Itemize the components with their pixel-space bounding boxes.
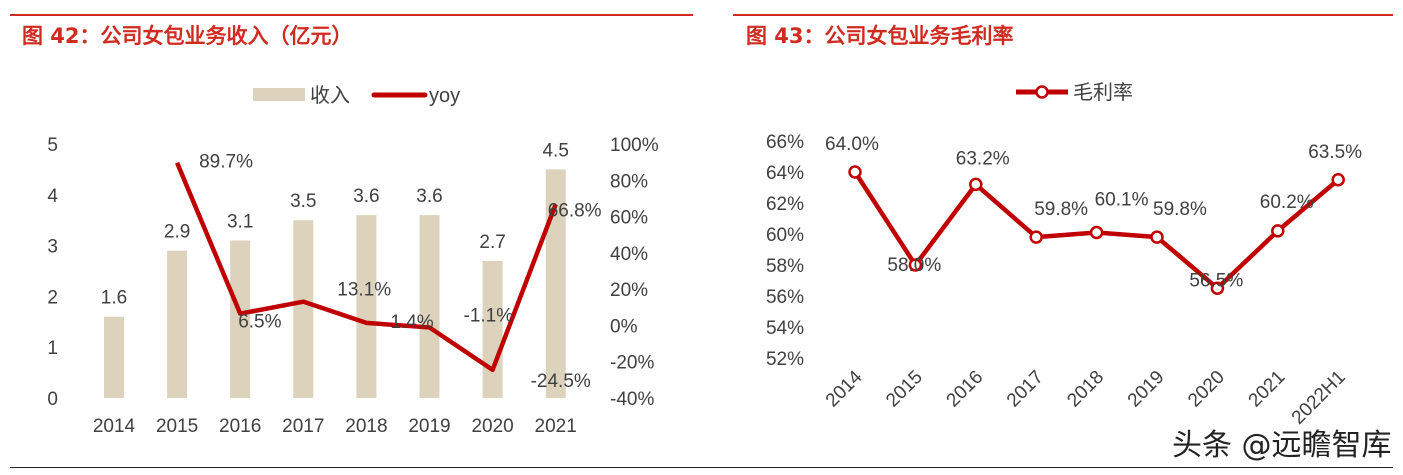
- bar-label: 3.6: [353, 186, 379, 207]
- right-y-tick: 100%: [610, 135, 659, 156]
- legend-bar-swatch: [253, 88, 305, 101]
- bar-label: 3.1: [227, 212, 253, 233]
- data-point: [1089, 225, 1104, 240]
- bar: [482, 260, 503, 398]
- data-label: 64.0%: [825, 134, 879, 155]
- bar-label: 1.6: [101, 288, 127, 309]
- bar: [167, 250, 188, 398]
- watermark: 头条 @远瞻智库: [1172, 428, 1392, 463]
- legend-bar-label: 收入: [310, 84, 350, 107]
- left-y-tick: 1: [47, 338, 58, 359]
- legend-marker: [1035, 85, 1049, 99]
- left-y-tick: 2: [47, 287, 58, 308]
- right-y-tick: -40%: [610, 389, 654, 410]
- data-point: [908, 258, 923, 272]
- left-y-tick: 0: [47, 389, 58, 410]
- x-tick: 2020: [471, 416, 513, 437]
- x-tick: 2021: [535, 416, 577, 437]
- right-y-tick: 20%: [610, 280, 648, 301]
- y-tick: 58%: [766, 256, 804, 277]
- left-chart-title: 图 42：公司女包业务收入（亿元）: [22, 24, 353, 48]
- left-y-tick: 3: [47, 237, 58, 258]
- bar: [545, 169, 566, 398]
- data-label: 60.2%: [1260, 192, 1314, 213]
- data-point: [969, 177, 983, 192]
- data-point: [1029, 230, 1043, 244]
- x-tick: 2018: [1063, 367, 1108, 412]
- x-tick: 2017: [1003, 367, 1048, 412]
- right-header-rule: [733, 14, 1393, 16]
- x-tick: 2014: [822, 366, 867, 411]
- right-y-tick: 80%: [610, 171, 648, 192]
- x-tick: 2019: [408, 416, 450, 437]
- bar-label: 4.5: [542, 140, 568, 161]
- right-y-tick: 40%: [610, 244, 648, 265]
- y-tick: 52%: [766, 349, 804, 370]
- legend-line-label: yoy: [429, 85, 460, 107]
- yoy-label: 6.5%: [238, 312, 281, 333]
- x-tick: 2015: [882, 367, 927, 412]
- data-label: 58.0%: [887, 255, 941, 276]
- bottom-rule: [10, 467, 1393, 468]
- y-tick: 54%: [766, 318, 804, 339]
- yoy-label: 89.7%: [199, 152, 253, 173]
- bar-label: 2.9: [164, 222, 190, 243]
- right-y-tick: 0%: [610, 316, 638, 337]
- data-point: [1271, 224, 1285, 238]
- x-tick: 2014: [93, 416, 136, 437]
- data-label: 60.1%: [1095, 189, 1149, 210]
- data-point: [1150, 230, 1164, 244]
- data-point: [1210, 281, 1225, 295]
- yoy-label: -24.5%: [531, 371, 591, 392]
- x-tick: 2021: [1245, 367, 1290, 412]
- yoy-label: 13.1%: [337, 280, 391, 301]
- data-label: 56.5%: [1189, 270, 1243, 291]
- x-tick: 2019: [1124, 367, 1169, 412]
- y-tick: 64%: [766, 163, 804, 184]
- x-tick: 2018: [345, 416, 387, 437]
- left-header-rule: [10, 14, 693, 16]
- left-y-tick: 4: [47, 186, 58, 207]
- bar: [419, 215, 440, 398]
- y-tick: 56%: [766, 287, 804, 308]
- y-tick: 66%: [766, 132, 804, 153]
- bar-label: 3.5: [290, 191, 316, 212]
- bar-label: 3.6: [416, 186, 442, 207]
- legend-label: 毛利率: [1073, 81, 1133, 104]
- y-tick: 62%: [766, 194, 804, 215]
- data-label: 59.8%: [1153, 199, 1207, 220]
- data-label: 59.8%: [1034, 199, 1088, 220]
- yoy-line: [175, 161, 558, 373]
- data-label: 63.5%: [1308, 142, 1362, 163]
- yoy-label: 1.4%: [390, 312, 433, 333]
- bar: [104, 316, 124, 398]
- right-chart-title: 图 43：公司女包业务毛利率: [746, 24, 1014, 48]
- x-tick: 2020: [1184, 367, 1229, 412]
- x-tick: 2017: [282, 416, 324, 437]
- left-y-tick: 5: [47, 135, 58, 156]
- bar: [356, 215, 377, 398]
- bar-label: 2.7: [479, 232, 505, 253]
- x-tick: 2016: [943, 367, 988, 412]
- right-y-tick: -20%: [610, 353, 654, 374]
- yoy-label: -1.1%: [464, 305, 514, 326]
- data-label: 63.2%: [956, 148, 1010, 169]
- bar: [293, 220, 314, 398]
- y-tick: 60%: [766, 225, 804, 246]
- right-y-tick: 60%: [610, 208, 648, 229]
- yoy-label: 66.8%: [548, 200, 602, 221]
- data-point: [1331, 173, 1345, 187]
- data-point: [848, 165, 862, 179]
- x-tick: 2015: [156, 416, 198, 437]
- bar: [230, 240, 251, 398]
- x-tick: 2016: [219, 416, 261, 437]
